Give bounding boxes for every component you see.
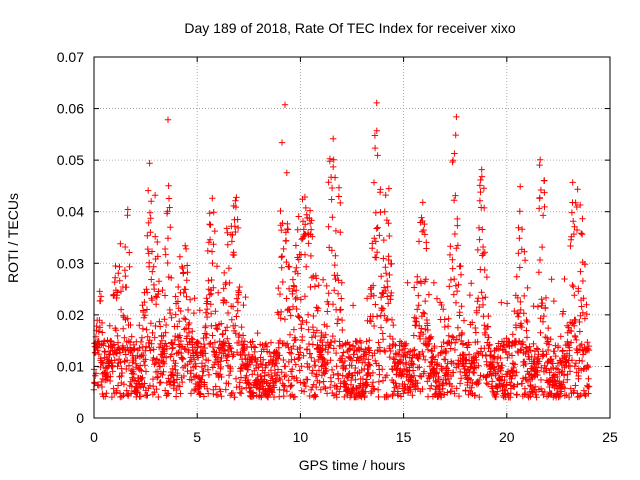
y-tick-label: 0.06 (57, 101, 84, 117)
y-tick-label: 0.05 (57, 152, 84, 168)
y-tick-label: 0.03 (57, 255, 84, 271)
y-axis-label: ROTI / TECUs (5, 193, 21, 283)
y-tick-label: 0.07 (57, 49, 84, 65)
y-tick-label: 0.04 (57, 204, 84, 220)
series-roti-points (90, 99, 593, 401)
plot-frame (93, 56, 611, 419)
y-axis-ticks: 0 0.01 0.02 0.03 0.04 0.05 0.06 0.07 (57, 49, 610, 426)
x-tick-label: 10 (293, 429, 309, 445)
x-tick-label: 25 (602, 429, 618, 445)
x-tick-label: 0 (90, 429, 98, 445)
chart-title: Day 189 of 2018, Rate Of TEC Index for r… (184, 20, 515, 36)
y-tick-label: 0 (76, 410, 84, 426)
x-tick-label: 15 (396, 429, 412, 445)
x-tick-label: 5 (193, 429, 201, 445)
x-tick-label: 20 (499, 429, 515, 445)
y-tick-label: 0.01 (57, 358, 84, 374)
data-points (90, 99, 593, 401)
x-axis-label: GPS time / hours (299, 457, 406, 473)
x-axis-ticks: 0 5 10 15 20 25 (90, 57, 618, 445)
y-tick-label: 0.02 (57, 307, 84, 323)
